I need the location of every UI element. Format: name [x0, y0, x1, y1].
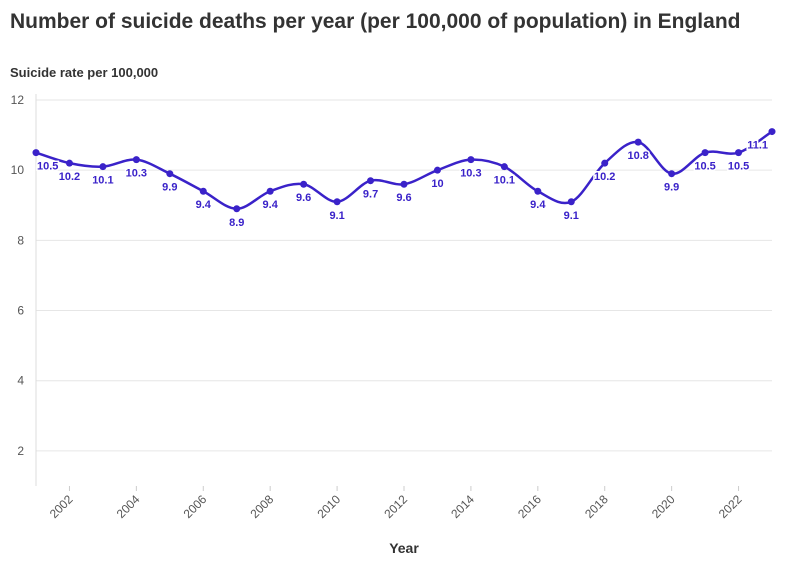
data-point — [433, 166, 441, 174]
data-label: 8.9 — [229, 217, 244, 229]
data-label: 9.9 — [664, 182, 679, 194]
x-tick-label: 2020 — [649, 492, 678, 521]
y-tick-label: 2 — [17, 444, 24, 458]
data-label: 10 — [431, 178, 443, 190]
data-point — [567, 198, 575, 206]
data-point — [701, 149, 709, 157]
data-label: 9.9 — [162, 182, 177, 194]
data-point — [768, 128, 776, 136]
data-point — [233, 205, 241, 213]
x-tick-label: 2014 — [448, 492, 477, 521]
y-axis-label: Suicide rate per 100,000 — [10, 65, 159, 80]
data-label: 9.1 — [564, 210, 579, 222]
x-tick-label: 2006 — [181, 492, 210, 521]
data-label: 11.1 — [747, 140, 768, 152]
gridlines — [35, 94, 772, 491]
data-point — [500, 163, 508, 171]
data-label: 9.6 — [396, 192, 411, 204]
data-label: 10.2 — [59, 171, 80, 183]
y-tick-label: 6 — [17, 304, 24, 318]
data-point — [333, 198, 341, 206]
x-tick-label: 2016 — [515, 492, 544, 521]
data-point — [668, 170, 676, 178]
data-point — [467, 156, 475, 164]
data-label: 10.1 — [92, 175, 113, 187]
chart-title: Number of suicide deaths per year (per 1… — [10, 10, 741, 33]
data-point — [534, 187, 542, 195]
x-axis-label: Year — [389, 540, 419, 556]
data-point — [400, 180, 408, 188]
x-tick-label: 2012 — [381, 492, 410, 521]
x-tick-label: 2004 — [114, 492, 143, 521]
x-tick-label: 2010 — [314, 492, 343, 521]
data-point — [634, 138, 642, 146]
data-point — [99, 163, 107, 171]
y-tick-label: 4 — [17, 374, 24, 388]
data-label: 10.5 — [728, 161, 749, 173]
data-label: 10.5 — [694, 161, 715, 173]
x-tick-label: 2002 — [47, 492, 76, 521]
data-point — [300, 180, 308, 188]
data-label: 10.3 — [126, 168, 147, 180]
data-point — [32, 149, 40, 157]
data-point — [735, 149, 743, 157]
data-label: 10.5 — [37, 161, 58, 173]
x-tick-label: 2022 — [716, 492, 745, 521]
y-tick-label: 10 — [11, 163, 25, 177]
data-point — [601, 159, 609, 167]
data-point — [367, 177, 375, 185]
data-label: 9.1 — [329, 210, 344, 222]
data-label: 10.2 — [594, 171, 615, 183]
data-point — [199, 187, 207, 195]
y-tick-labels: 2 4 6 8 10 12 — [11, 93, 25, 458]
x-tick-labels: 2002 2004 2006 2008 2010 2012 2014 2016 2018 2020… — [47, 492, 745, 521]
data-point — [166, 170, 174, 178]
data-label: 9.6 — [296, 192, 311, 204]
y-tick-label: 12 — [11, 93, 25, 107]
x-tick-label: 2008 — [248, 492, 277, 521]
data-point — [132, 156, 140, 164]
y-tick-label: 8 — [17, 233, 24, 247]
data-label: 9.4 — [530, 199, 546, 211]
data-label: 9.4 — [196, 199, 212, 211]
data-label: 10.1 — [494, 175, 515, 187]
data-points — [32, 128, 776, 213]
data-label: 9.7 — [363, 189, 378, 201]
data-label: 10.8 — [627, 150, 648, 162]
data-labels: 10.510.2 10.110.39.99.48.99.49.69.19.7 9.6… — [36, 138, 770, 230]
data-point — [266, 187, 274, 195]
x-tick-label: 2018 — [582, 492, 611, 521]
data-label: 10.3 — [460, 168, 481, 180]
data-label: 9.4 — [263, 199, 279, 211]
data-point — [65, 159, 73, 167]
